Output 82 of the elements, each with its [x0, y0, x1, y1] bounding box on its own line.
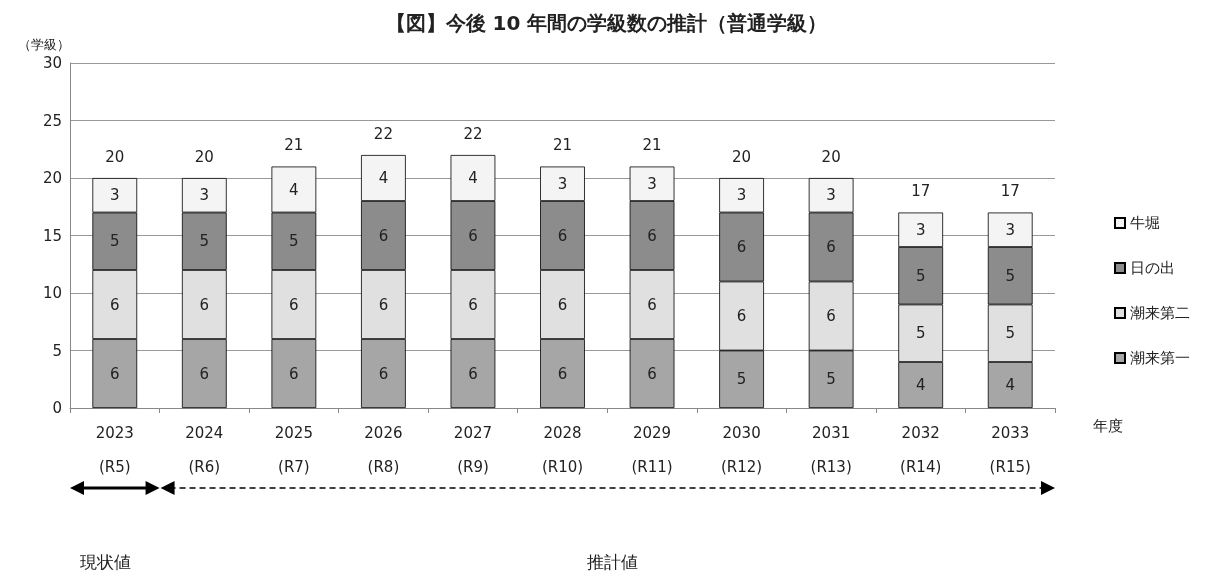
data-label: 6	[378, 226, 389, 245]
y-axis-title: （学級）	[18, 37, 70, 52]
chart-title: 【図】今後 10 年間の学級数の推計（普通学級）	[385, 11, 828, 35]
total-label: 17	[911, 182, 931, 200]
data-label: 5	[915, 324, 926, 343]
text: 推計値	[587, 551, 639, 572]
data-label: 5	[915, 266, 926, 285]
x-tick-label: 2029 (R11)	[631, 424, 673, 476]
data-label: 6	[199, 364, 210, 383]
total-label: 20	[732, 147, 752, 166]
data-label: 3	[736, 186, 747, 205]
data-label: 3	[1005, 220, 1015, 239]
x-tick-label: 2033 (R15)	[989, 424, 1031, 476]
data-label: 3	[557, 174, 568, 193]
x-tick-label: 2031 (R13)	[810, 424, 852, 476]
x-tick-label: 2028 (R10)	[541, 424, 584, 476]
data-label: 6	[736, 307, 747, 325]
data-label: 4	[915, 376, 926, 394]
data-label: 6	[647, 295, 657, 314]
y-tick-label: 0	[52, 399, 62, 417]
total-label: 20	[105, 147, 125, 166]
data-label: 4	[468, 169, 478, 187]
data-label: 6	[557, 364, 568, 383]
data-label: 5	[1005, 266, 1015, 285]
data-label: 6	[289, 295, 299, 314]
data-label: 3	[826, 186, 836, 205]
legend-label: 牛堀	[1130, 214, 1160, 232]
y-tick-label: 20	[42, 169, 62, 187]
data-label: 6	[110, 364, 120, 383]
data-label: 3	[647, 174, 657, 193]
total-label: 20	[821, 147, 841, 166]
total-label: 22	[463, 124, 483, 143]
data-label: 6	[468, 295, 478, 314]
data-label: 6	[557, 226, 568, 245]
data-label: 6	[468, 226, 478, 245]
data-label: 5	[1005, 324, 1015, 343]
data-label: 5	[289, 232, 299, 251]
data-label: 6	[378, 295, 389, 314]
data-label: 4	[289, 180, 299, 199]
data-label: 6	[110, 295, 120, 314]
x-tick-label: 2026 (R8)	[364, 424, 403, 476]
data-label: 6	[199, 295, 210, 314]
legend-label: 潮来第二	[1130, 304, 1190, 322]
data-label: 6	[468, 364, 478, 383]
y-tick-label: 30	[42, 54, 62, 72]
text: 現状値	[80, 551, 131, 572]
data-label: 6	[826, 307, 836, 325]
total-label: 20	[194, 147, 214, 166]
data-label: 4	[378, 169, 389, 187]
y-tick-label: 15	[42, 226, 62, 245]
total-label: 22	[373, 124, 393, 143]
data-label: 5	[199, 232, 210, 251]
x-tick-label: 2025 (R7)	[274, 424, 313, 476]
x-tick-label: 2023 (R5)	[95, 424, 134, 476]
legend-label: 潮来第一	[1130, 349, 1190, 367]
data-label: 6	[378, 364, 389, 383]
total-label: 21	[552, 136, 573, 154]
data-label: 6	[289, 364, 299, 383]
data-label: 6	[647, 364, 657, 383]
y-tick-label: 5	[52, 341, 62, 360]
y-tick-label: 25	[42, 111, 62, 130]
data-label: 3	[199, 186, 210, 205]
data-label: 6	[557, 295, 568, 314]
legend-label: 日の出	[1130, 259, 1175, 277]
x-tick-label: 2030 (R12)	[720, 424, 763, 476]
x-tick-label: 2027 (R9)	[453, 424, 493, 476]
data-label: 6	[647, 226, 657, 245]
x-axis-title: 年度	[1093, 416, 1123, 435]
x-tick-label: 2032 (R14)	[900, 424, 942, 476]
total-label: 17	[1000, 182, 1020, 200]
data-label: 5	[110, 232, 120, 251]
data-label: 4	[1005, 376, 1015, 394]
data-label: 5	[736, 370, 747, 389]
y-tick-label: 10	[42, 284, 62, 302]
data-label: 6	[736, 238, 747, 256]
data-label: 3	[110, 186, 120, 205]
total-label: 21	[284, 136, 304, 154]
data-label: 6	[826, 238, 836, 256]
data-label: 3	[915, 220, 926, 239]
x-tick-label: 2024 (R6)	[185, 424, 224, 476]
data-label: 5	[826, 370, 836, 389]
total-label: 21	[642, 136, 662, 154]
